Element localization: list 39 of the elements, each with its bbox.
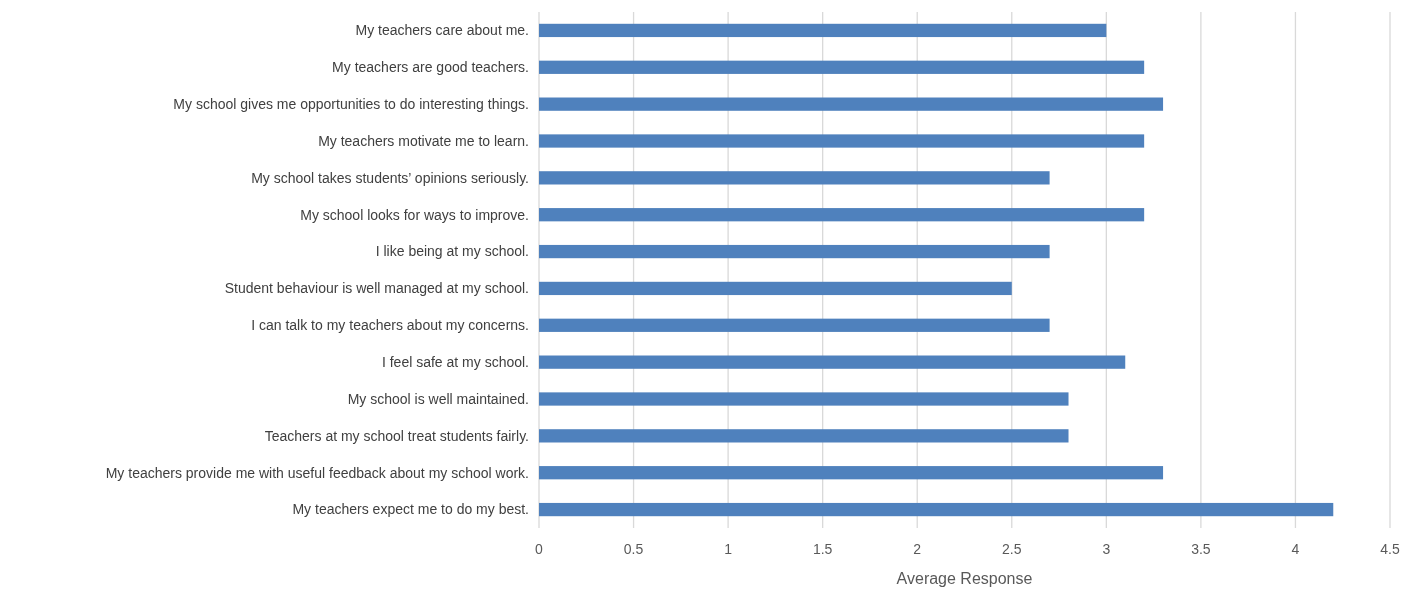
y-tick-label: I like being at my school. bbox=[375, 243, 529, 260]
x-tick-label: 2.5 bbox=[1002, 541, 1022, 557]
bar bbox=[539, 281, 1012, 296]
bar bbox=[539, 171, 1050, 185]
x-tick-label: 3.5 bbox=[1191, 541, 1211, 557]
x-tick-label: 4 bbox=[1291, 541, 1300, 557]
y-tick-label: My teachers care about me. bbox=[355, 22, 529, 39]
y-tick-label: My school gives me opportunities to do interesting things. bbox=[173, 96, 529, 113]
x-tick-label: 3 bbox=[1102, 541, 1111, 557]
y-tick-label: My school is well maintained. bbox=[347, 390, 529, 407]
y-tick-label: My school takes students’ opinions seriously. bbox=[251, 169, 529, 186]
y-tick-label: I can talk to my teachers about my concerns. bbox=[251, 317, 529, 334]
x-tick-label: 1 bbox=[724, 541, 733, 557]
y-tick-label: My teachers are good teachers. bbox=[332, 59, 529, 76]
x-tick-label: 1.5 bbox=[812, 541, 833, 557]
x-tick-label: 2 bbox=[913, 541, 922, 557]
y-tick-label: I feel safe at my school. bbox=[381, 354, 529, 371]
y-tick-label: My teachers expect me to do my best. bbox=[292, 501, 529, 518]
bar bbox=[539, 466, 1164, 480]
x-tick-label: 4.5 bbox=[1380, 541, 1400, 557]
y-tick-label: Teachers at my school treat students fairly. bbox=[264, 427, 529, 444]
bar bbox=[539, 244, 1050, 259]
bar bbox=[539, 60, 1145, 74]
y-tick-label: My school looks for ways to improve. bbox=[300, 206, 529, 223]
bar bbox=[539, 502, 1334, 517]
bar bbox=[539, 318, 1050, 332]
bar bbox=[539, 208, 1145, 222]
x-tick-label: 0.5 bbox=[623, 541, 644, 557]
bar bbox=[539, 355, 1126, 369]
bar bbox=[539, 392, 1069, 406]
bar bbox=[539, 429, 1069, 443]
y-tick-label: Student behaviour is well managed at my school. bbox=[224, 280, 529, 297]
bar bbox=[539, 23, 1107, 38]
bar bbox=[539, 134, 1145, 148]
y-tick-label: My teachers motivate me to learn. bbox=[318, 132, 529, 149]
x-axis-title: Average Response bbox=[896, 570, 1033, 587]
x-tick-label: 0 bbox=[535, 541, 544, 557]
bar bbox=[539, 97, 1164, 111]
y-tick-label: My teachers provide me with useful feedback about my school work. bbox=[105, 464, 529, 481]
